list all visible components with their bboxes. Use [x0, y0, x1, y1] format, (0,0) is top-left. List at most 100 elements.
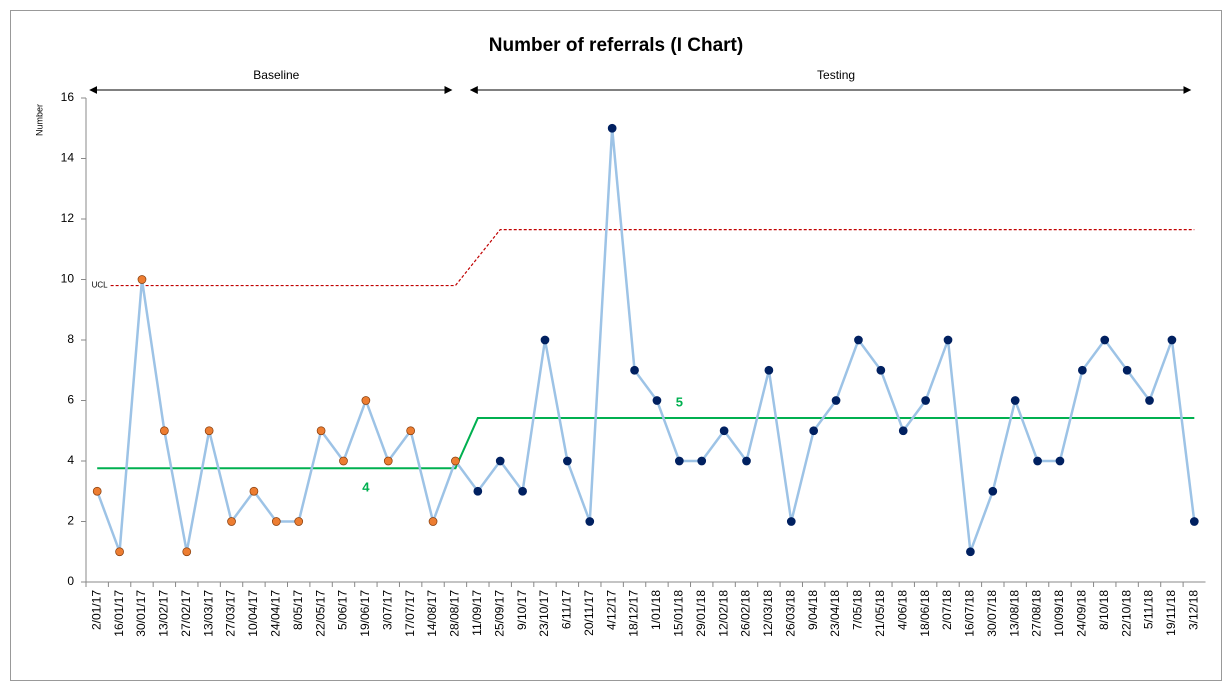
x-tick-label: 13/02/17: [157, 590, 171, 637]
data-point: [719, 426, 729, 436]
x-tick-label: 19/06/17: [358, 590, 372, 637]
data-point: [854, 335, 863, 345]
y-tick-label: 2: [67, 514, 74, 528]
data-point: [876, 365, 886, 375]
x-tick-label: 13/03/17: [201, 590, 215, 637]
x-tick-label: 23/04/18: [828, 590, 842, 637]
x-tick-label: 26/02/18: [739, 590, 753, 637]
data-point: [271, 517, 281, 526]
data-point: [1189, 517, 1199, 526]
data-point: [988, 486, 998, 496]
x-tick-label: 11/09/17: [470, 590, 484, 636]
x-tick-label: 19/11/18: [1164, 590, 1178, 636]
y-tick-label: 8: [67, 332, 74, 346]
x-tick-label: 9/04/18: [806, 590, 820, 630]
mean-label: 4: [362, 480, 370, 495]
x-tick-label: 26/03/18: [783, 590, 797, 637]
data-point: [786, 517, 796, 526]
center-line: [97, 417, 1195, 470]
phase-label: Testing: [817, 68, 855, 82]
ucl-label: UCL: [92, 281, 109, 290]
x-tick-label: 8/05/17: [291, 590, 305, 630]
data-point: [406, 426, 416, 436]
data-point: [540, 335, 550, 345]
x-tick-label: 22/10/18: [1119, 590, 1133, 637]
data-point: [1078, 365, 1087, 375]
x-tick-label: 16/07/18: [963, 590, 977, 637]
y-tick-label: 6: [67, 393, 74, 407]
data-point: [1033, 456, 1042, 466]
data-point: [518, 486, 527, 496]
data-point: [630, 365, 639, 375]
data-point: [383, 456, 393, 466]
x-tick-label: 22/05/17: [313, 590, 327, 637]
data-point: [607, 123, 617, 133]
x-tick-label: 3/12/18: [1186, 590, 1200, 630]
x-tick-label: 9/10/17: [515, 590, 529, 630]
data-point: [451, 456, 460, 466]
y-tick-label: 0: [67, 574, 74, 588]
x-tick-label: 27/02/17: [179, 590, 193, 637]
y-tick-label: 4: [67, 453, 74, 467]
x-tick-label: 12/03/18: [761, 590, 775, 637]
chart-border: [10, 10, 1222, 681]
data-point: [921, 396, 930, 405]
y-tick-label: 10: [61, 272, 75, 286]
x-tick-label: 27/08/18: [1030, 590, 1044, 637]
x-tick-label: 14/08/17: [425, 590, 439, 637]
y-tick-label: 14: [61, 151, 75, 165]
x-tick-label: 2/07/18: [940, 590, 954, 630]
data-line: [96, 128, 1196, 553]
data-point: [495, 456, 505, 466]
data-point: [1122, 365, 1132, 375]
data-point: [182, 547, 192, 557]
x-tick-label: 30/07/18: [985, 590, 999, 637]
data-point: [204, 426, 214, 436]
data-point: [1167, 335, 1177, 345]
x-tick-label: 28/08/17: [448, 590, 462, 637]
x-tick-label: 27/03/17: [224, 590, 238, 637]
data-point: [137, 275, 147, 284]
data-point: [742, 456, 751, 466]
data-point: [563, 456, 572, 466]
x-tick-label: 30/01/17: [134, 590, 148, 637]
data-point: [1010, 396, 1020, 405]
x-tick-label: 24/04/17: [268, 590, 282, 637]
data-point: [115, 547, 124, 557]
data-point: [92, 486, 102, 496]
x-tick-label: 10/09/18: [1052, 590, 1066, 637]
data-point: [809, 426, 819, 436]
x-tick-label: 15/01/18: [672, 590, 686, 637]
x-tick-label: 23/10/17: [537, 590, 551, 637]
data-point: [674, 456, 684, 466]
phase-label: Baseline: [253, 68, 299, 82]
data-point: [361, 396, 371, 405]
data-point: [294, 517, 304, 526]
x-tick-label: 4/06/18: [895, 590, 909, 630]
x-tick-label: 5/11/18: [1142, 590, 1156, 629]
x-tick-label: 18/12/17: [627, 590, 641, 637]
data-point: [966, 547, 975, 557]
x-tick-label: 24/09/18: [1075, 590, 1089, 637]
x-tick-label: 29/01/18: [694, 590, 708, 637]
data-point: [697, 456, 707, 466]
data-point: [227, 517, 236, 526]
x-tick-label: 16/01/17: [112, 590, 126, 637]
x-tick-label: 18/06/18: [918, 590, 932, 637]
data-point: [428, 517, 438, 526]
x-tick-label: 25/09/17: [492, 590, 506, 637]
x-tick-label: 6/11/17: [560, 590, 574, 629]
data-point: [1055, 456, 1065, 466]
x-tick-label: 12/02/18: [716, 590, 730, 637]
x-tick-label: 13/08/18: [1007, 590, 1021, 637]
y-axis-label: Number: [34, 104, 44, 136]
ucl-line: [110, 228, 1195, 287]
mean-label: 5: [676, 394, 683, 409]
x-tick-label: 20/11/17: [582, 590, 596, 636]
data-point: [1145, 396, 1154, 405]
data-point: [249, 486, 259, 496]
data-point: [764, 365, 774, 375]
data-point: [585, 517, 595, 526]
data-point: [943, 335, 953, 345]
x-tick-label: 5/06/17: [336, 590, 350, 630]
